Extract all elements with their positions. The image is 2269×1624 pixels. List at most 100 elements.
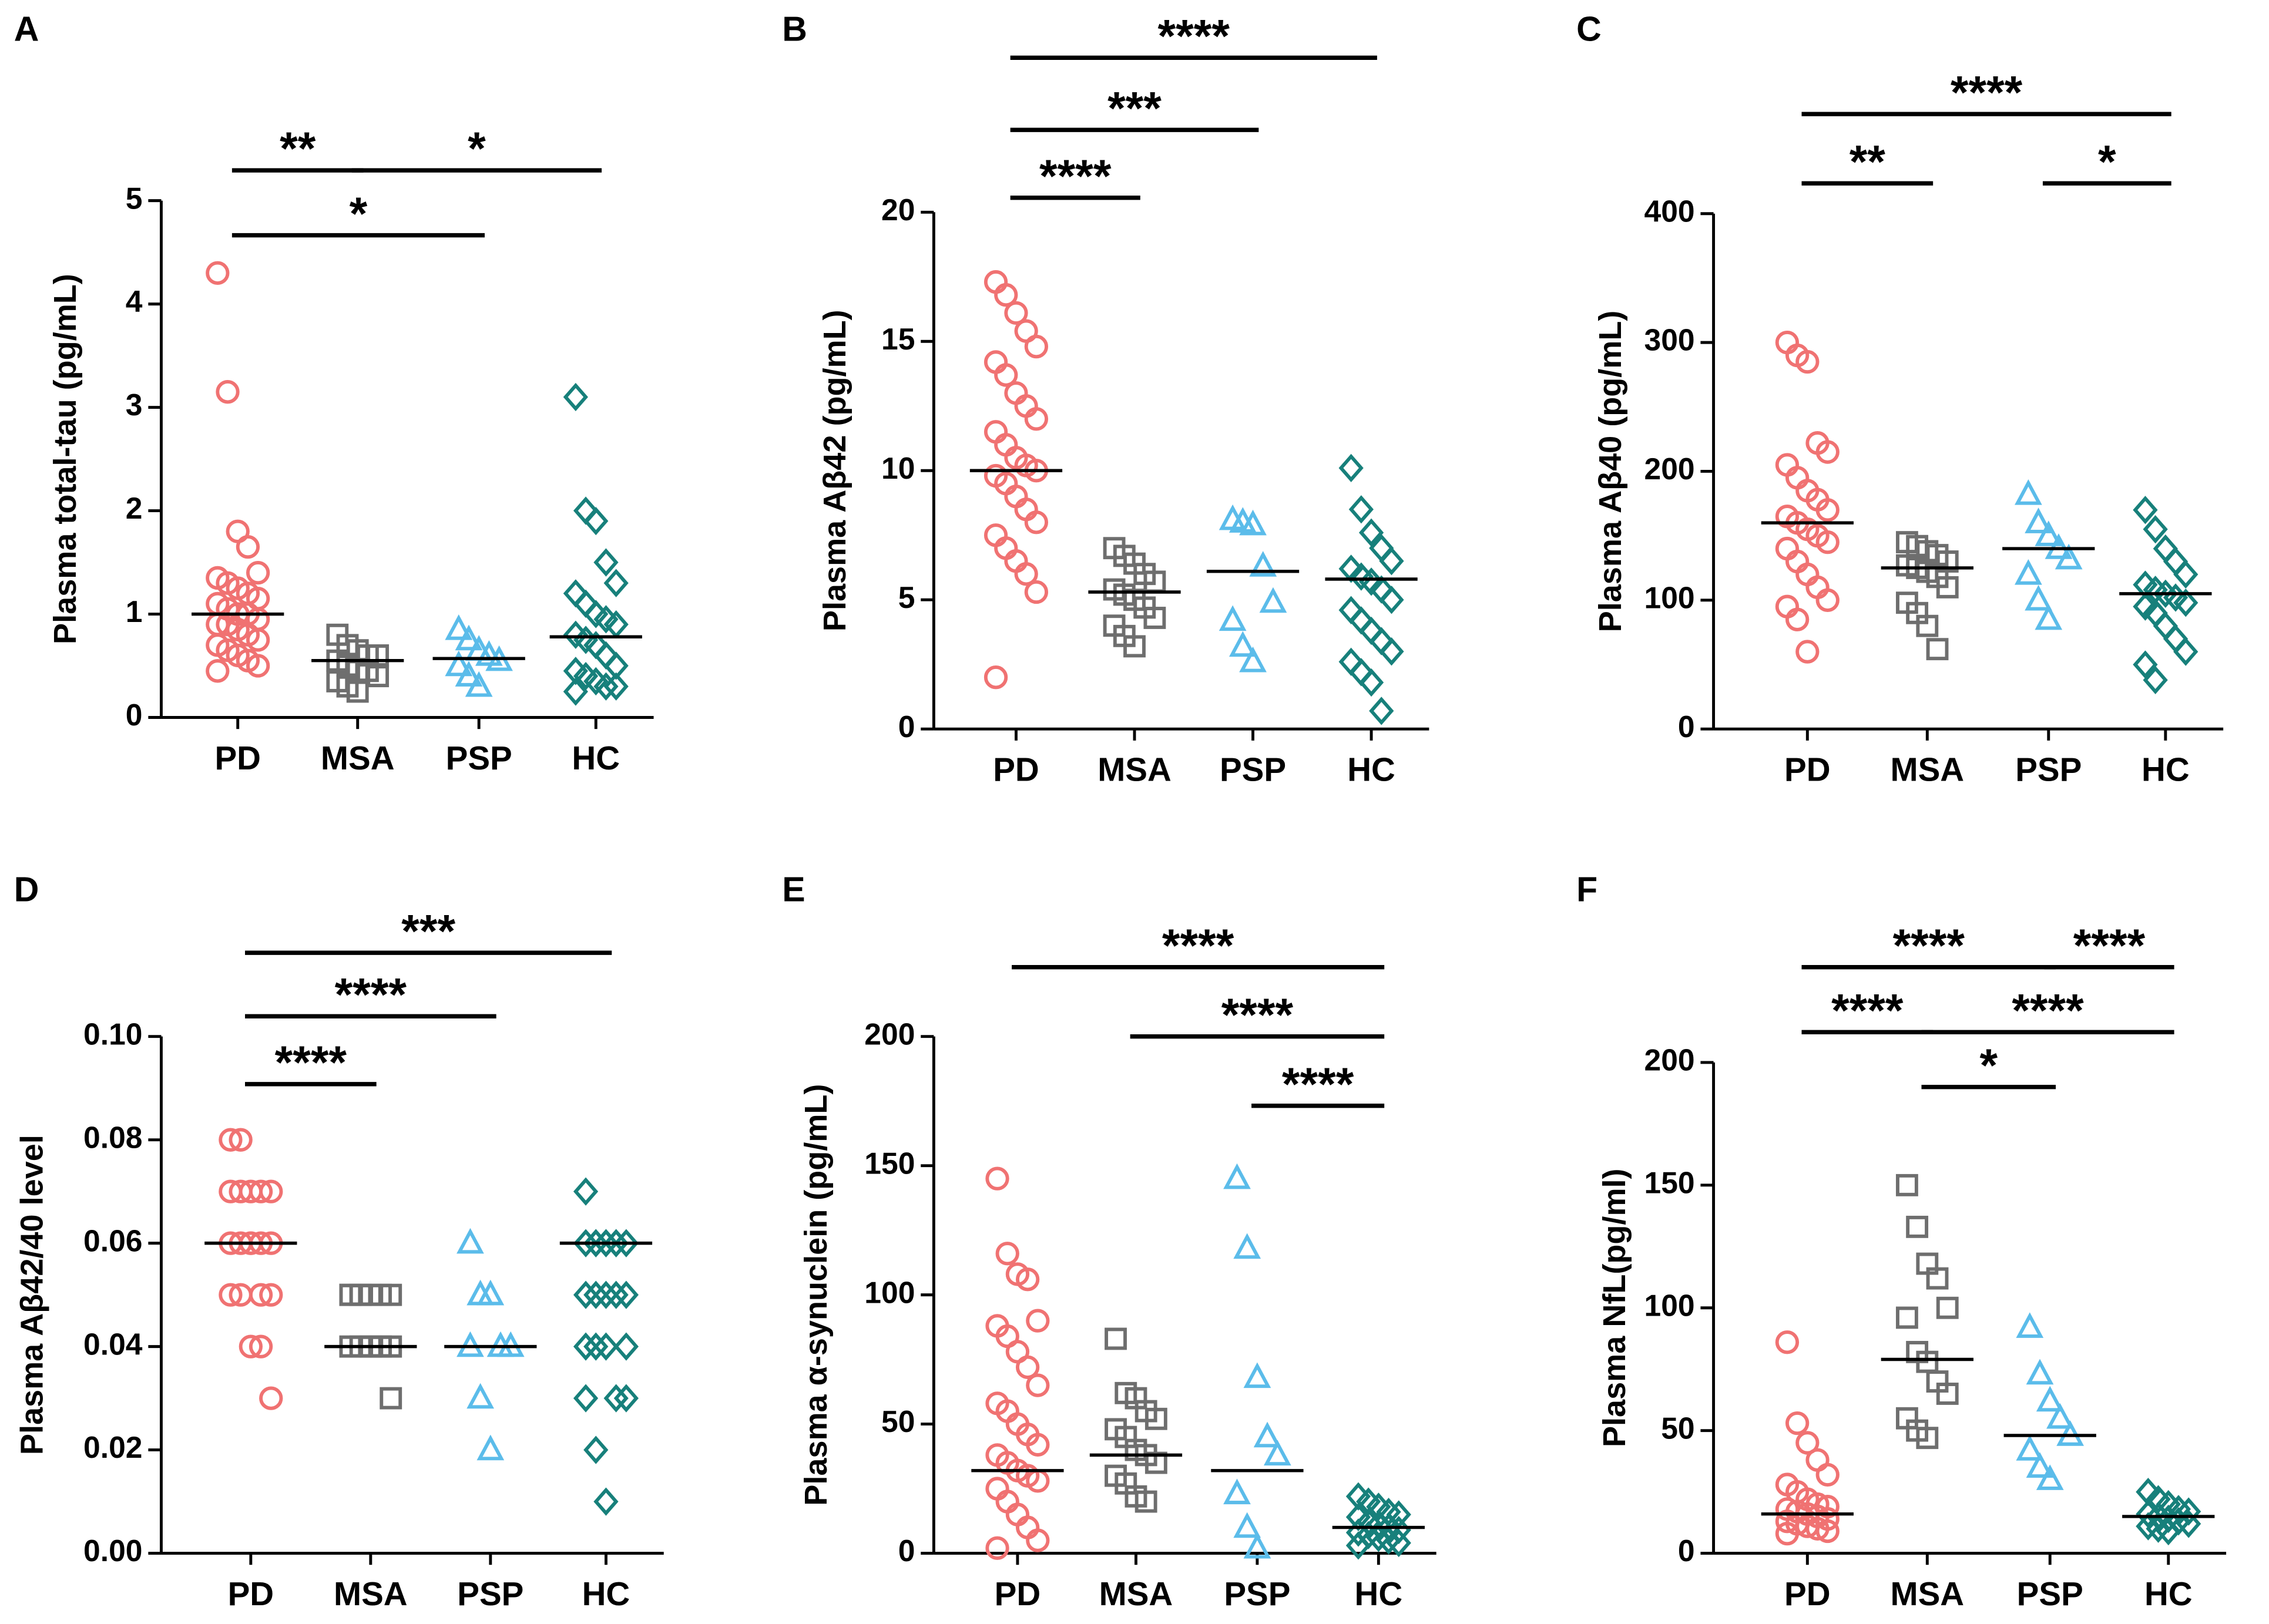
point bbox=[1358, 668, 1384, 697]
point bbox=[1936, 1296, 1959, 1319]
y-axis-label: Plasma Aβ42 (pg/mL) bbox=[817, 310, 852, 631]
point bbox=[613, 1384, 639, 1413]
point bbox=[2025, 584, 2052, 611]
point bbox=[1775, 1330, 1800, 1354]
point bbox=[985, 1536, 1009, 1560]
point bbox=[1144, 1407, 1167, 1430]
x-tick-label: PSP bbox=[2015, 751, 2082, 788]
y-axis-label: Plasma α-synuclein (pg/mL) bbox=[798, 1084, 834, 1506]
point bbox=[2016, 1435, 2044, 1461]
point bbox=[1379, 586, 1404, 614]
point bbox=[1815, 1519, 1840, 1544]
point bbox=[593, 1332, 619, 1361]
y-tick-label: 100 bbox=[864, 1275, 915, 1309]
point bbox=[1936, 576, 1959, 599]
y-tick-label: 50 bbox=[881, 1404, 915, 1438]
point bbox=[613, 1280, 639, 1309]
significance-label: **** bbox=[1951, 66, 2023, 118]
point bbox=[475, 640, 503, 666]
point bbox=[1233, 1512, 1261, 1538]
y-tick-label: 200 bbox=[1644, 452, 1695, 486]
panel-label: D bbox=[14, 870, 39, 909]
point bbox=[2173, 637, 2198, 666]
point bbox=[2173, 560, 2198, 589]
point bbox=[1143, 607, 1166, 629]
point bbox=[1345, 1531, 1371, 1560]
point bbox=[2036, 1464, 2064, 1490]
point bbox=[1026, 1309, 1050, 1333]
y-tick-label: 0.02 bbox=[83, 1430, 142, 1464]
point bbox=[1358, 518, 1384, 547]
point bbox=[603, 610, 629, 639]
point bbox=[1895, 1174, 1918, 1196]
point bbox=[994, 283, 1018, 307]
point bbox=[455, 661, 483, 687]
point bbox=[2153, 534, 2178, 563]
point bbox=[259, 1386, 283, 1410]
x-tick-label: MSA bbox=[1891, 1575, 1965, 1612]
x-tick-label: HC bbox=[1355, 1575, 1403, 1612]
point bbox=[1815, 440, 1840, 464]
point bbox=[1253, 1421, 1281, 1448]
point bbox=[476, 1434, 505, 1461]
point bbox=[1123, 635, 1146, 658]
point bbox=[2026, 1452, 2054, 1478]
significance-label: **** bbox=[1162, 920, 1234, 971]
point bbox=[1026, 1373, 1050, 1397]
point bbox=[349, 1283, 372, 1306]
x-tick-label: PD bbox=[1784, 1575, 1831, 1612]
point bbox=[380, 1283, 402, 1306]
significance-label: * bbox=[468, 123, 486, 174]
x-tick-label: PD bbox=[1784, 751, 1831, 788]
point bbox=[219, 1128, 243, 1152]
point bbox=[2015, 479, 2042, 505]
point bbox=[1233, 1233, 1261, 1259]
point bbox=[603, 672, 629, 701]
point bbox=[2176, 1509, 2201, 1538]
point bbox=[2163, 624, 2189, 653]
point bbox=[1144, 1451, 1167, 1474]
significance-label: **** bbox=[1158, 10, 1230, 62]
y-tick-label: 4 bbox=[126, 284, 143, 318]
point bbox=[563, 620, 588, 649]
y-tick-label: 5 bbox=[898, 580, 915, 614]
point bbox=[1243, 1362, 1271, 1388]
point bbox=[1338, 453, 1364, 482]
point bbox=[1026, 1433, 1050, 1457]
x-tick-label: PSP bbox=[446, 739, 512, 776]
point bbox=[1775, 1521, 1800, 1546]
point bbox=[593, 1229, 619, 1257]
point bbox=[984, 665, 1008, 690]
y-tick-label: 100 bbox=[1644, 1288, 1695, 1322]
point bbox=[1926, 1267, 1949, 1290]
point bbox=[1815, 1462, 1840, 1487]
point bbox=[2026, 1359, 2054, 1385]
significance-label: **** bbox=[1221, 989, 1294, 1041]
x-tick-label: PD bbox=[214, 739, 261, 776]
point bbox=[445, 650, 473, 677]
x-tick-label: HC bbox=[2144, 1575, 2193, 1612]
panel-label: E bbox=[782, 870, 805, 909]
point bbox=[1024, 580, 1049, 604]
significance-label: **** bbox=[1039, 150, 1112, 202]
y-tick-label: 200 bbox=[1644, 1043, 1695, 1077]
point bbox=[563, 382, 588, 412]
point bbox=[1134, 1490, 1157, 1513]
x-tick-label: PSP bbox=[457, 1575, 523, 1612]
point bbox=[1004, 301, 1028, 325]
y-tick-label: 0 bbox=[1678, 710, 1695, 744]
point bbox=[593, 605, 619, 634]
point bbox=[236, 534, 260, 559]
significance-label: ** bbox=[280, 123, 316, 174]
y-tick-label: 0.04 bbox=[83, 1327, 143, 1361]
point bbox=[2036, 1386, 2064, 1412]
y-axis-label: Plasma total-tau (pg/mL) bbox=[48, 274, 83, 644]
y-tick-label: 0.10 bbox=[83, 1017, 142, 1051]
y-tick-label: 20 bbox=[881, 193, 915, 227]
x-tick-label: PSP bbox=[1224, 1575, 1290, 1612]
point bbox=[246, 628, 270, 652]
point bbox=[2143, 665, 2168, 694]
point bbox=[573, 1177, 599, 1206]
point bbox=[1795, 349, 1820, 374]
point bbox=[1105, 1327, 1127, 1350]
